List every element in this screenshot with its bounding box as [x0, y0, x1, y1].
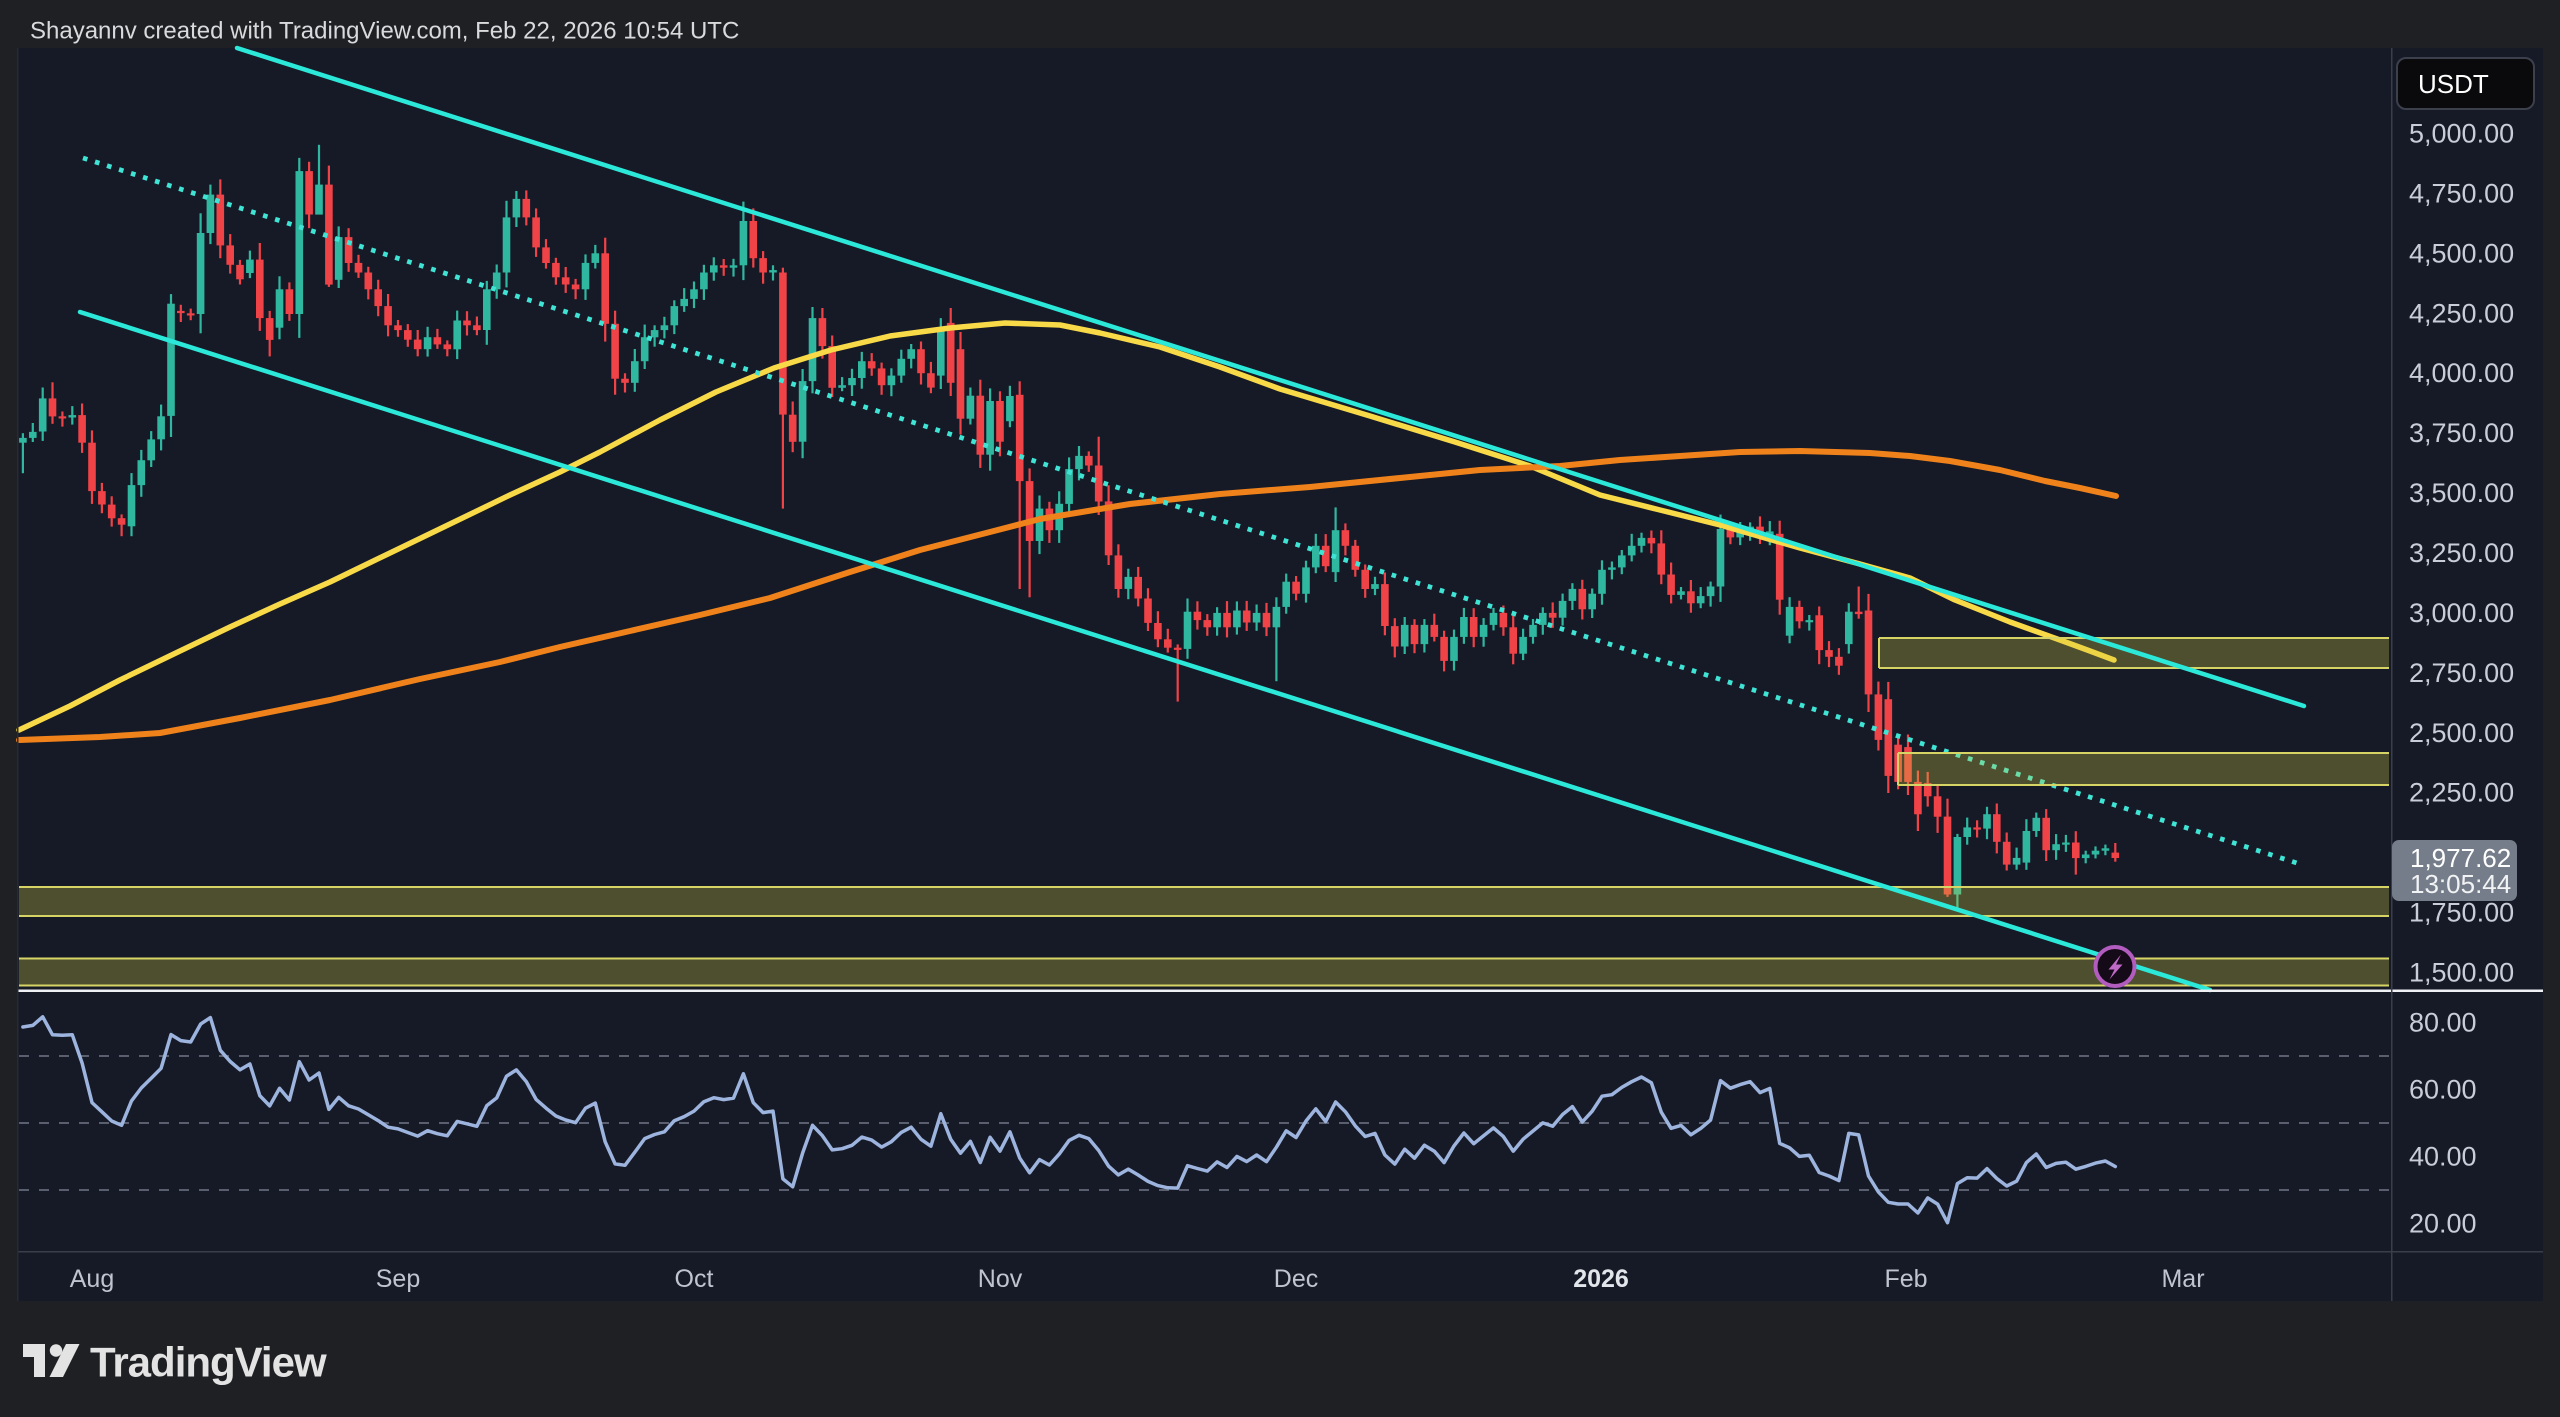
- svg-text:5,000.00: 5,000.00: [2409, 119, 2514, 149]
- svg-text:3,750.00: 3,750.00: [2409, 418, 2514, 448]
- svg-text:Dec: Dec: [1274, 1265, 1318, 1293]
- svg-text:Oct: Oct: [675, 1265, 714, 1293]
- svg-text:60.00: 60.00: [2409, 1075, 2477, 1105]
- svg-text:Aug: Aug: [70, 1265, 114, 1293]
- svg-text:13:05:44: 13:05:44: [2410, 869, 2511, 899]
- svg-text:Shayannv created with TradingV: Shayannv created with TradingView.com, F…: [30, 18, 739, 45]
- svg-text:1,750.00: 1,750.00: [2409, 898, 2514, 928]
- svg-text:3,500.00: 3,500.00: [2409, 478, 2514, 508]
- svg-text:40.00: 40.00: [2409, 1142, 2477, 1172]
- svg-text:4,500.00: 4,500.00: [2409, 238, 2514, 268]
- svg-text:1,500.00: 1,500.00: [2409, 957, 2514, 987]
- svg-text:Nov: Nov: [978, 1265, 1023, 1293]
- svg-text:Feb: Feb: [1884, 1265, 1927, 1293]
- svg-text:2,250.00: 2,250.00: [2409, 778, 2514, 808]
- svg-text:1,977.62: 1,977.62: [2410, 843, 2511, 873]
- svg-text:USDT: USDT: [2418, 69, 2489, 99]
- svg-text:4,250.00: 4,250.00: [2409, 298, 2514, 328]
- svg-text:Sep: Sep: [376, 1265, 420, 1293]
- svg-text:2026: 2026: [1573, 1265, 1629, 1293]
- svg-text:20.00: 20.00: [2409, 1209, 2477, 1239]
- svg-text:2,750.00: 2,750.00: [2409, 658, 2514, 688]
- svg-text:80.00: 80.00: [2409, 1008, 2477, 1038]
- svg-text:4,750.00: 4,750.00: [2409, 178, 2514, 208]
- svg-text:3,000.00: 3,000.00: [2409, 598, 2514, 628]
- svg-text:3,250.00: 3,250.00: [2409, 538, 2514, 568]
- svg-text:Mar: Mar: [2161, 1265, 2204, 1293]
- svg-text:4,000.00: 4,000.00: [2409, 358, 2514, 388]
- svg-text:2,500.00: 2,500.00: [2409, 718, 2514, 748]
- svg-text:TradingView: TradingView: [90, 1339, 327, 1386]
